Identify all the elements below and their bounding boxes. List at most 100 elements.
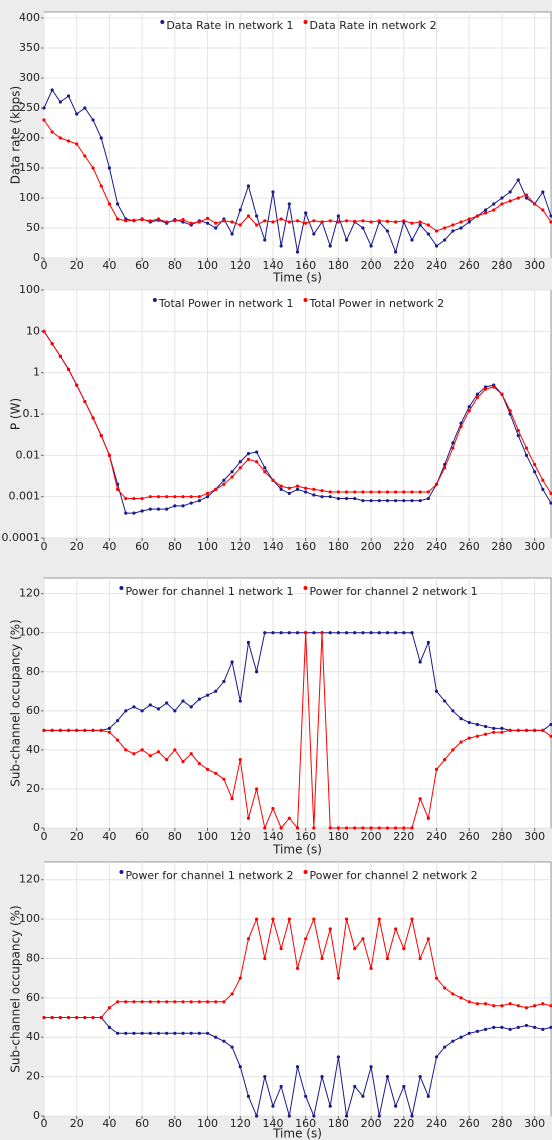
data-point	[459, 1035, 463, 1039]
data-point	[508, 1027, 512, 1031]
data-point	[443, 986, 447, 990]
data-point	[459, 740, 463, 744]
data-point	[165, 507, 169, 511]
data-point	[189, 705, 193, 709]
y-tick-label: 0.001	[9, 490, 41, 503]
data-point	[165, 758, 169, 762]
data-point	[156, 495, 161, 499]
data-point	[402, 631, 406, 635]
legend-marker	[119, 586, 124, 590]
data-point	[524, 1006, 529, 1010]
x-tick-label: 80	[168, 1117, 182, 1130]
y-axis-title: P (W)	[9, 398, 23, 430]
y-tick-label: 0	[33, 821, 40, 834]
data-point	[214, 1000, 218, 1004]
data-point	[410, 826, 414, 830]
data-point	[336, 490, 340, 494]
data-point	[173, 495, 177, 499]
data-point	[361, 219, 365, 223]
data-point	[312, 917, 316, 921]
data-point	[524, 1023, 529, 1028]
data-point	[222, 478, 226, 482]
data-point	[295, 219, 300, 223]
data-point	[451, 709, 455, 713]
data-point	[549, 722, 552, 727]
data-point	[189, 221, 193, 225]
data-point	[287, 202, 291, 206]
data-point	[205, 216, 210, 220]
x-tick-label: 60	[135, 259, 149, 272]
data-point	[140, 1031, 144, 1035]
x-tick-label: 100	[197, 830, 218, 843]
data-point	[385, 490, 390, 494]
data-point	[353, 947, 357, 951]
y-tick-label: 150	[19, 161, 40, 174]
x-tick-label: 140	[262, 259, 283, 272]
data-point	[451, 229, 455, 233]
legend-label: Power for channel 2 network 2	[310, 869, 478, 882]
data-point	[148, 1031, 152, 1035]
data-point	[115, 1000, 120, 1004]
data-point	[344, 631, 349, 635]
data-point	[483, 1002, 488, 1006]
data-point	[394, 220, 398, 224]
data-point	[483, 387, 488, 391]
data-point	[295, 487, 300, 491]
data-point	[115, 487, 120, 491]
data-point	[124, 511, 128, 515]
data-point	[197, 1000, 201, 1004]
data-point	[418, 660, 422, 664]
x-tick-label: 240	[426, 259, 447, 272]
data-point	[516, 434, 520, 438]
legend-marker	[303, 20, 308, 24]
data-point	[255, 223, 259, 227]
data-point	[156, 750, 161, 754]
data-point	[418, 220, 422, 224]
legend-marker	[303, 586, 308, 590]
data-point	[418, 223, 422, 227]
x-tick-label: 20	[70, 1117, 84, 1130]
data-point	[189, 501, 193, 505]
data-point	[287, 631, 291, 635]
data-point	[83, 1015, 87, 1020]
data-point	[165, 220, 169, 224]
data-point	[42, 106, 46, 110]
data-point	[467, 409, 471, 413]
data-point	[385, 1075, 390, 1079]
data-point	[246, 640, 251, 645]
data-point	[238, 976, 242, 980]
data-point	[328, 927, 332, 931]
data-point	[75, 1015, 79, 1020]
data-point	[336, 496, 340, 501]
data-point	[66, 1015, 71, 1020]
data-point	[263, 466, 267, 470]
data-point	[287, 486, 291, 490]
data-point	[287, 491, 291, 495]
data-point	[467, 405, 471, 409]
data-point	[483, 208, 488, 212]
y-tick-label: 200	[19, 131, 40, 144]
data-point	[492, 1004, 496, 1008]
data-point	[295, 631, 300, 635]
data-point	[124, 709, 128, 713]
x-tick-label: 60	[135, 1117, 149, 1130]
data-point	[434, 976, 439, 980]
data-point	[148, 1000, 152, 1004]
data-point	[140, 218, 144, 222]
data-point	[549, 220, 552, 224]
data-point	[50, 130, 54, 134]
data-point	[336, 976, 340, 980]
data-point	[58, 100, 62, 104]
data-point	[107, 202, 112, 206]
data-point	[271, 1104, 275, 1108]
data-point	[99, 184, 103, 188]
data-point	[255, 450, 259, 454]
data-point	[492, 208, 496, 212]
data-point	[549, 1025, 552, 1029]
data-point	[385, 631, 390, 635]
legend-marker	[152, 298, 157, 302]
data-point	[402, 499, 406, 503]
data-point	[246, 457, 251, 461]
data-point	[516, 728, 520, 732]
x-tick-label: 200	[361, 830, 382, 843]
